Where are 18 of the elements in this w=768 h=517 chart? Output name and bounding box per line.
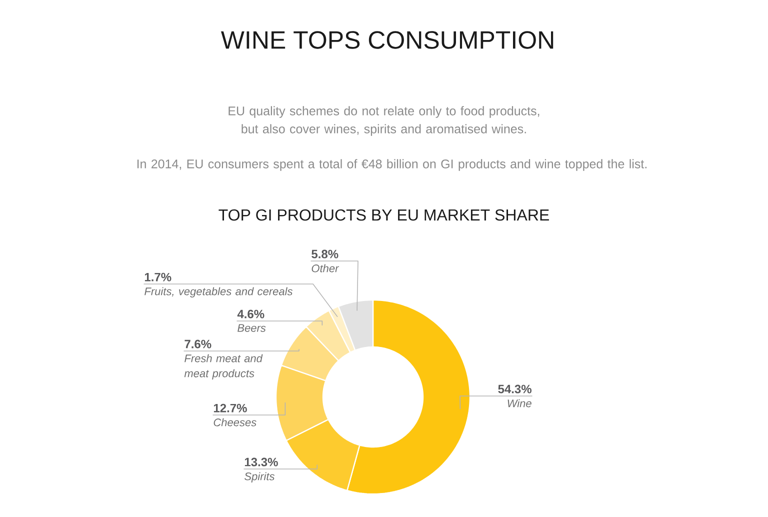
slice-label: Beers [238,324,266,332]
text: EU quality schemes do not relate only to food products, but also cover wines, spirits and aromatised wines. [228,106,540,136]
data-label: 12.7% [214,404,247,412]
slice-label: Spirits [244,472,275,482]
slice-label: Other [312,264,340,272]
chart-title: WINE TOPS CONSUMPTION [220,31,554,49]
data-label: 1.7% [144,272,172,282]
text: In 2014, EU consumers spent a total of €48 billion on GI products and wine topped the list. [137,159,646,171]
data-label: 13.3% [244,458,278,466]
data-label: 54.3% [498,384,532,394]
data-label: 7.6% [184,340,212,348]
data-label: 4.6% [237,310,264,318]
slice-label: Wine [508,399,532,408]
slice-label: Fresh meat and meat products [184,354,263,380]
data-label: 5.8% [312,250,338,258]
chart-subtitle: TOP GI PRODUCTS BY EU MARKET SHARE [218,209,549,221]
slice-label: Fruits, vegetables and cereals [144,287,293,298]
slice-label: Cheeses [214,418,256,426]
